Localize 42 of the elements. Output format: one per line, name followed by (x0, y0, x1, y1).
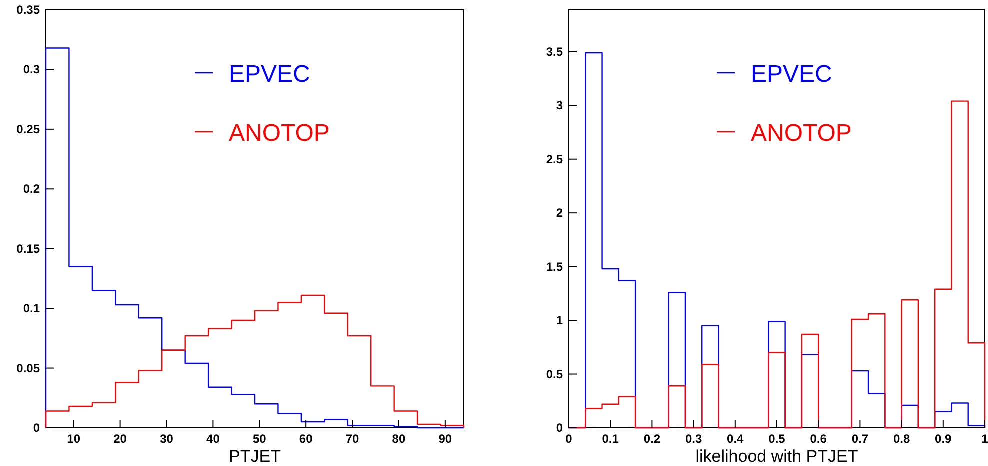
y-tick-label: 0.25 (16, 122, 40, 136)
legend-label: ANOTOP (229, 120, 330, 147)
x-tick-label: 90 (438, 432, 452, 446)
x-tick-label: 0.5 (768, 432, 786, 446)
x-tick-label: 0.4 (727, 432, 744, 446)
x-axis-title: PTJET (229, 447, 281, 466)
x-tick-label: 80 (392, 432, 406, 446)
x-tick-label: 20 (114, 432, 128, 446)
y-tick-label: 0.5 (546, 367, 564, 382)
x-axis-title: likelihood with PTJET (696, 447, 858, 466)
y-tick-label: 0 (33, 421, 40, 435)
x-tick-label: 0.8 (893, 432, 910, 446)
x-tick-label: 0.7 (852, 432, 869, 446)
x-tick-label: 0.2 (644, 432, 661, 446)
legend-label: EPVEC (751, 61, 832, 88)
x-tick-label: 50 (252, 432, 267, 446)
y-tick-label: 3.5 (546, 44, 564, 59)
legend-label: EPVEC (229, 61, 310, 88)
x-tick-label: 70 (346, 432, 360, 446)
x-tick-label: 0.3 (685, 432, 702, 446)
y-tick-label: 3 (556, 98, 564, 113)
y-tick-label: 0.2 (23, 182, 40, 196)
x-tick-label: 40 (206, 432, 220, 446)
x-tick-label: 30 (160, 432, 174, 446)
y-tick-label: 0.05 (16, 361, 40, 376)
y-tick-label: 1 (556, 314, 564, 328)
y-tick-label: 0 (556, 421, 564, 435)
x-tick-label: 0.6 (810, 432, 828, 446)
y-tick-label: 1.5 (546, 260, 564, 274)
x-tick-label: 10 (67, 432, 81, 446)
y-tick-label: 2.5 (546, 152, 564, 166)
x-tick-label: 0.9 (935, 432, 952, 446)
x-tick-label: 0 (566, 432, 573, 446)
y-tick-label: 0.3 (23, 62, 40, 77)
legend-label: ANOTOP (751, 120, 852, 147)
y-tick-label: 0.15 (16, 242, 40, 256)
y-tick-label: 0.35 (16, 3, 40, 17)
y-tick-label: 2 (556, 206, 564, 220)
x-tick-label: 60 (299, 432, 314, 446)
x-tick-label: 1 (982, 432, 988, 446)
y-tick-label: 0.1 (23, 302, 40, 316)
x-tick-label: 0.1 (602, 432, 620, 446)
